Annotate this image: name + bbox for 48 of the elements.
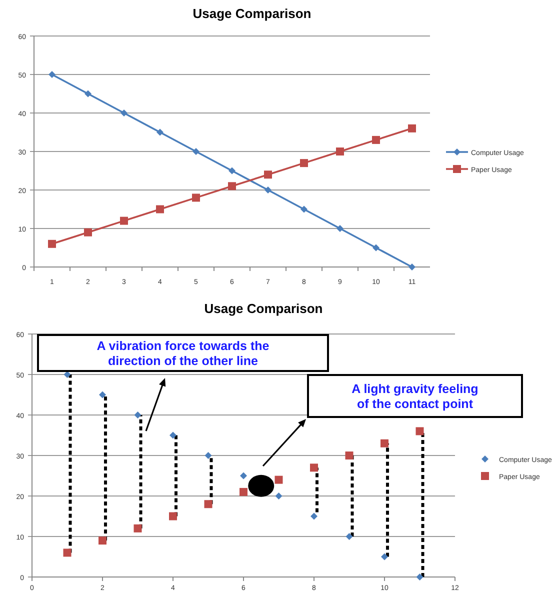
chart-title: Usage Comparison (192, 6, 312, 21)
point (169, 512, 177, 520)
point (346, 533, 353, 540)
point (380, 439, 388, 448)
point (310, 512, 318, 520)
point (192, 194, 200, 202)
point (240, 472, 247, 480)
point (228, 182, 236, 190)
point (345, 452, 354, 460)
point (204, 452, 212, 459)
point (84, 228, 92, 236)
point (99, 391, 106, 398)
chart-title: Usage Comparison (204, 301, 323, 316)
point (372, 244, 380, 252)
point (156, 128, 164, 136)
annotation: A vibration force towards the direction of the other line (96, 339, 270, 368)
point (84, 90, 92, 98)
point (300, 206, 308, 213)
point (372, 136, 380, 144)
point (170, 432, 176, 439)
point (416, 427, 424, 436)
point (408, 264, 416, 270)
point (192, 148, 200, 155)
point (48, 71, 56, 78)
point (274, 476, 283, 484)
point (310, 464, 318, 472)
point (275, 492, 282, 500)
point (64, 371, 71, 378)
point (336, 148, 344, 156)
point (416, 574, 424, 580)
point (156, 205, 164, 214)
point (228, 167, 236, 174)
point (120, 216, 128, 225)
point (240, 488, 248, 496)
point (336, 225, 344, 232)
point (98, 536, 106, 545)
point (63, 548, 72, 557)
point (408, 124, 416, 132)
point (204, 500, 212, 508)
point (134, 524, 142, 532)
point (264, 170, 272, 179)
point (134, 412, 142, 418)
annotation: A light gravity feeling of the contact point (352, 382, 478, 411)
point (48, 240, 56, 248)
point (264, 186, 272, 194)
point (120, 110, 128, 116)
point (381, 553, 388, 560)
point (300, 159, 308, 168)
